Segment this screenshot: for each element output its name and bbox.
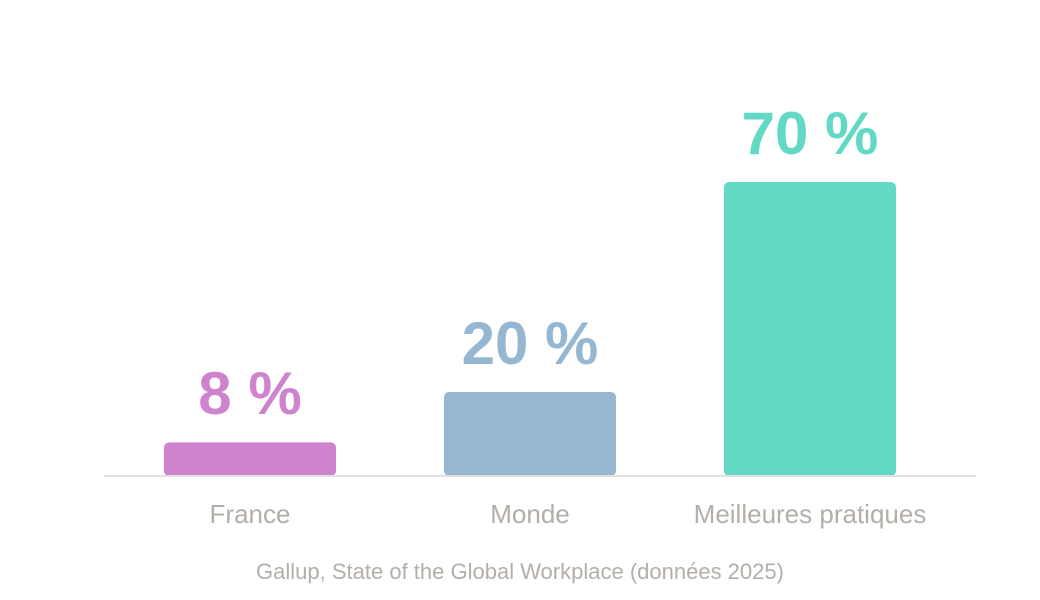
source: Gallup, State of the Global Workplace (d… [256, 559, 784, 584]
value-label: 20 % [462, 310, 599, 377]
bar [164, 442, 336, 476]
value-label: 8 % [198, 360, 301, 427]
x-tick-label: Monde [490, 499, 570, 529]
x-tick-label: Meilleures pratiques [694, 499, 927, 529]
x-tick-label: France [210, 499, 291, 529]
value-label: 70 % [742, 100, 879, 167]
bar [724, 182, 896, 476]
bar [444, 392, 616, 476]
